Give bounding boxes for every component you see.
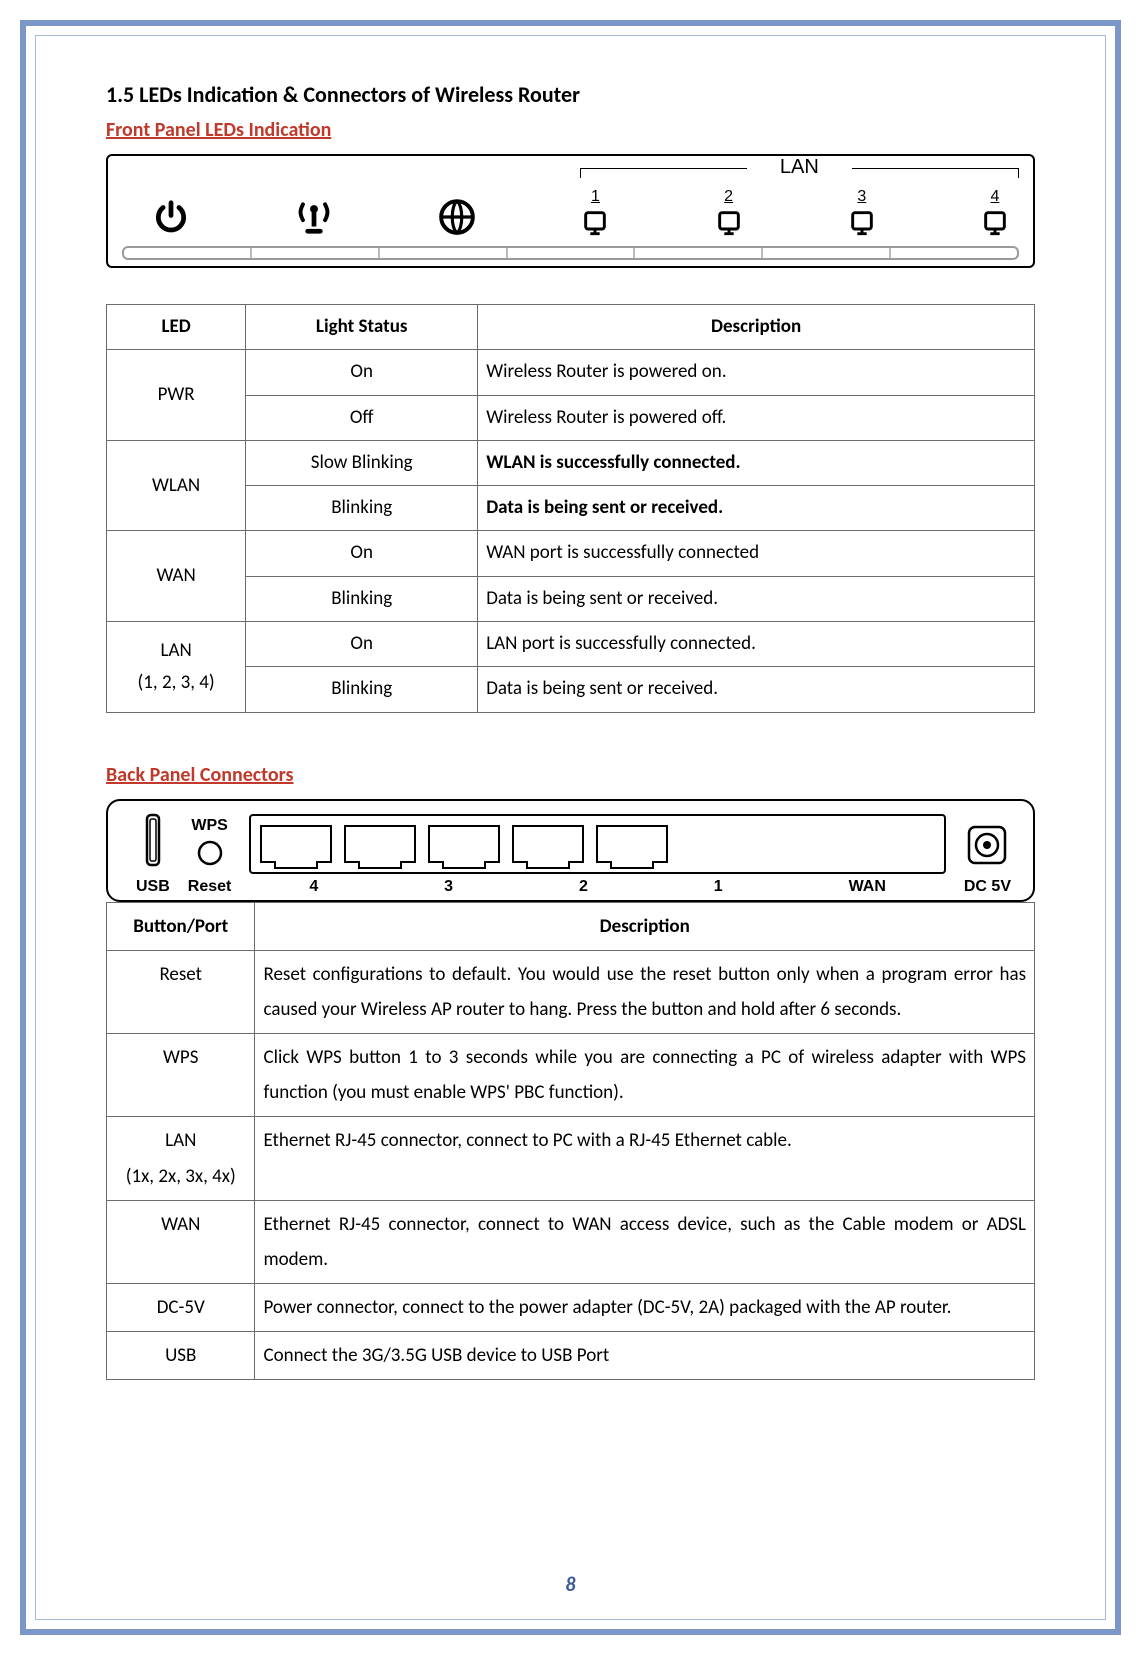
conn-header-desc: Description <box>255 902 1035 950</box>
status-cell: On <box>246 350 478 395</box>
conn-header-bp: Button/Port <box>107 902 255 950</box>
power-icon <box>152 198 190 236</box>
page-number: 8 <box>36 1573 1105 1597</box>
led-cell: LAN (1, 2, 3, 4) <box>107 622 246 713</box>
desc-cell: Wireless Router is powered off. <box>478 395 1035 440</box>
led-header-desc: Description <box>478 305 1035 350</box>
status-cell: On <box>246 622 478 667</box>
lan-icon-1: 1 <box>581 188 609 236</box>
wan-icon <box>438 198 476 236</box>
back-panel-heading: Back Panel Connectors <box>106 763 1035 787</box>
lan-icon-4: 4 <box>981 188 1009 236</box>
conn-desc: Ethernet RJ-45 connector, connect to WAN… <box>255 1200 1035 1283</box>
conn-bp: DC-5V <box>107 1283 255 1331</box>
dc-jack-icon: DC 5V <box>964 823 1011 896</box>
led-cell: PWR <box>107 350 246 441</box>
conn-bp: LAN (1x, 2x, 3x, 4x) <box>107 1117 255 1200</box>
front-panel-heading: Front Panel LEDs Indication <box>106 118 1035 142</box>
desc-cell: WAN port is successfully connected <box>478 531 1035 576</box>
led-table: LED Light Status Description PWR On Wire… <box>106 304 1035 713</box>
status-cell: Slow Blinking <box>246 440 478 485</box>
lan-icon-2: 2 <box>715 188 743 236</box>
conn-bp: USB <box>107 1332 255 1380</box>
conn-desc: Click WPS button 1 to 3 seconds while yo… <box>255 1034 1035 1117</box>
status-cell: Blinking <box>246 486 478 531</box>
conn-desc: Ethernet RJ-45 connector, connect to PC … <box>255 1117 1035 1200</box>
led-header-status: Light Status <box>246 305 478 350</box>
front-panel-rail <box>122 246 1019 260</box>
wlan-icon <box>295 198 333 236</box>
lan-icon-3: 3 <box>848 188 876 236</box>
conn-desc: Reset configurations to default. You wou… <box>255 950 1035 1033</box>
section-title: 1.5 LEDs Indication & Connectors of Wire… <box>106 81 1035 108</box>
desc-cell: Data is being sent or received. <box>478 576 1035 621</box>
connectors-table: Button/Port Description Reset Reset conf… <box>106 902 1035 1381</box>
desc-cell: Data is being sent or received. <box>478 667 1035 712</box>
conn-desc: Power connector, connect to the power ad… <box>255 1283 1035 1331</box>
desc-cell: WLAN is successfully connected. <box>478 440 1035 485</box>
status-cell: Off <box>246 395 478 440</box>
status-cell: Blinking <box>246 576 478 621</box>
conn-bp: Reset <box>107 950 255 1033</box>
usb-port-icon: USB <box>136 813 170 896</box>
status-cell: On <box>246 531 478 576</box>
back-panel-diagram: USB WPS Reset 4 3 2 1 WAN <box>106 799 1035 902</box>
conn-bp: WAN <box>107 1200 255 1283</box>
wps-reset-icon: WPS Reset <box>188 817 232 896</box>
front-panel-diagram: LAN 1 2 3 <box>106 154 1035 268</box>
led-header-led: LED <box>107 305 246 350</box>
conn-bp: WPS <box>107 1034 255 1117</box>
desc-cell: Data is being sent or received. <box>478 486 1035 531</box>
desc-cell: Wireless Router is powered on. <box>478 350 1035 395</box>
status-cell: Blinking <box>246 667 478 712</box>
lan-group-label: LAN <box>774 156 825 178</box>
led-cell: WAN <box>107 531 246 622</box>
rj45-block: 4 3 2 1 WAN <box>249 814 946 896</box>
led-cell: WLAN <box>107 440 246 531</box>
conn-desc: Connect the 3G/3.5G USB device to USB Po… <box>255 1332 1035 1380</box>
desc-cell: LAN port is successfully connected. <box>478 622 1035 667</box>
